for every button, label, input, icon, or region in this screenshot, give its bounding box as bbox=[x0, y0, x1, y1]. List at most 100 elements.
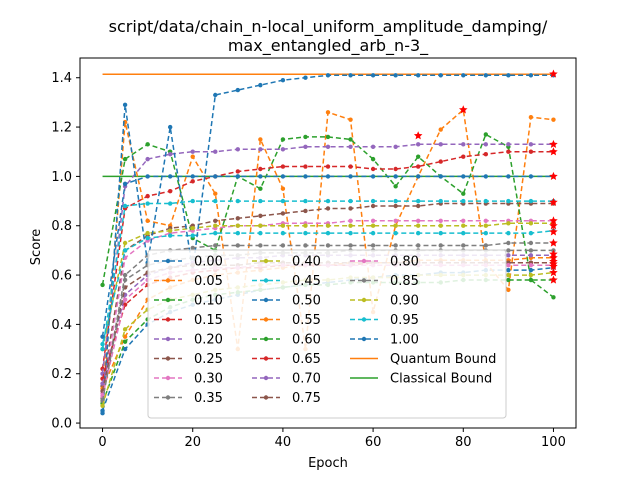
data-point bbox=[167, 189, 173, 194]
legend-marker bbox=[263, 278, 269, 283]
data-point bbox=[325, 174, 331, 179]
data-point bbox=[461, 191, 466, 196]
legend-label-0.20: 0.20 bbox=[194, 333, 223, 348]
x-tick-label: 100 bbox=[541, 435, 566, 450]
data-point bbox=[213, 243, 218, 248]
data-point bbox=[303, 243, 308, 248]
x-tick-label: 20 bbox=[184, 435, 201, 450]
y-tick-label: 0.4 bbox=[51, 318, 72, 333]
legend-marker bbox=[263, 317, 269, 322]
data-point bbox=[280, 78, 286, 83]
data-point bbox=[258, 137, 263, 142]
legend-marker bbox=[263, 375, 269, 381]
data-point bbox=[393, 230, 398, 236]
y-tick-label: 1.0 bbox=[51, 170, 72, 185]
legend-label-bound: Quantum Bound bbox=[390, 352, 496, 367]
data-point bbox=[303, 208, 308, 214]
data-point bbox=[370, 73, 376, 78]
y-tick-label: 0.8 bbox=[51, 219, 72, 234]
data-point bbox=[438, 142, 443, 147]
data-point bbox=[145, 235, 150, 241]
data-point bbox=[190, 233, 195, 238]
axes-frame bbox=[79, 57, 577, 429]
data-point bbox=[415, 218, 421, 223]
data-point bbox=[258, 198, 263, 204]
data-point bbox=[235, 169, 241, 174]
y-tick-label: 0.0 bbox=[51, 417, 72, 432]
data-point bbox=[483, 218, 489, 223]
data-point bbox=[528, 149, 534, 154]
data-point bbox=[483, 174, 489, 179]
data-point bbox=[461, 218, 466, 223]
data-point bbox=[506, 221, 511, 226]
data-point bbox=[213, 223, 218, 228]
data-point bbox=[280, 137, 286, 142]
data-point bbox=[167, 228, 173, 233]
data-point bbox=[145, 201, 150, 206]
data-point bbox=[393, 223, 398, 228]
data-point bbox=[461, 154, 466, 159]
data-point bbox=[122, 339, 128, 344]
data-point bbox=[190, 149, 195, 154]
data-point bbox=[167, 174, 173, 179]
data-point bbox=[167, 124, 173, 130]
data-point bbox=[190, 174, 195, 179]
data-point bbox=[190, 226, 195, 231]
data-point bbox=[303, 230, 308, 236]
best-score-star bbox=[549, 216, 558, 225]
data-point bbox=[528, 267, 534, 273]
legend-label-0.15: 0.15 bbox=[194, 313, 223, 328]
legend-box bbox=[147, 249, 507, 419]
data-point bbox=[280, 186, 286, 191]
data-point bbox=[483, 152, 489, 157]
data-point bbox=[415, 243, 421, 248]
data-point bbox=[528, 253, 534, 258]
legend-label-0.00: 0.00 bbox=[194, 255, 223, 270]
data-point bbox=[348, 144, 353, 149]
data-point bbox=[415, 223, 421, 228]
data-point bbox=[280, 230, 286, 236]
data-point bbox=[528, 174, 534, 179]
legend-marker bbox=[361, 258, 367, 264]
data-point bbox=[461, 174, 466, 179]
data-point bbox=[393, 198, 398, 204]
data-point bbox=[122, 272, 128, 278]
data-point bbox=[258, 243, 263, 248]
data-point bbox=[303, 198, 308, 204]
data-point bbox=[528, 198, 534, 204]
data-point bbox=[213, 174, 218, 179]
legend-label-0.75: 0.75 bbox=[292, 391, 321, 406]
data-point bbox=[438, 243, 443, 248]
data-point bbox=[325, 73, 331, 78]
data-point bbox=[122, 277, 128, 283]
best-score-star bbox=[549, 171, 558, 181]
data-point bbox=[506, 272, 511, 278]
legend-label-0.45: 0.45 bbox=[292, 274, 321, 289]
x-tick-label: 80 bbox=[455, 435, 472, 450]
data-point bbox=[280, 223, 286, 228]
data-point bbox=[528, 73, 534, 78]
data-point bbox=[528, 248, 534, 253]
data-point bbox=[393, 166, 398, 172]
data-point bbox=[348, 73, 353, 78]
data-point bbox=[438, 198, 443, 204]
data-point bbox=[122, 102, 128, 108]
data-point bbox=[145, 174, 150, 179]
legend-label-0.65: 0.65 bbox=[292, 352, 321, 367]
chart-title-line-1: script/data/chain_n-local_uniform_amplit… bbox=[109, 17, 548, 37]
data-point bbox=[100, 411, 105, 416]
data-point bbox=[506, 198, 511, 204]
data-point bbox=[528, 115, 534, 120]
data-point bbox=[303, 174, 308, 179]
legend-marker bbox=[165, 317, 171, 322]
legend-label-0.90: 0.90 bbox=[390, 294, 419, 309]
legend-label-bound: Classical Bound bbox=[390, 372, 492, 387]
y-tick-label: 0.6 bbox=[51, 269, 72, 284]
series-line-0.20 bbox=[101, 143, 554, 374]
data-point bbox=[190, 179, 195, 184]
data-point bbox=[415, 154, 421, 159]
legend-marker bbox=[165, 258, 171, 264]
data-point bbox=[258, 82, 263, 88]
legend-label-0.70: 0.70 bbox=[292, 372, 321, 387]
